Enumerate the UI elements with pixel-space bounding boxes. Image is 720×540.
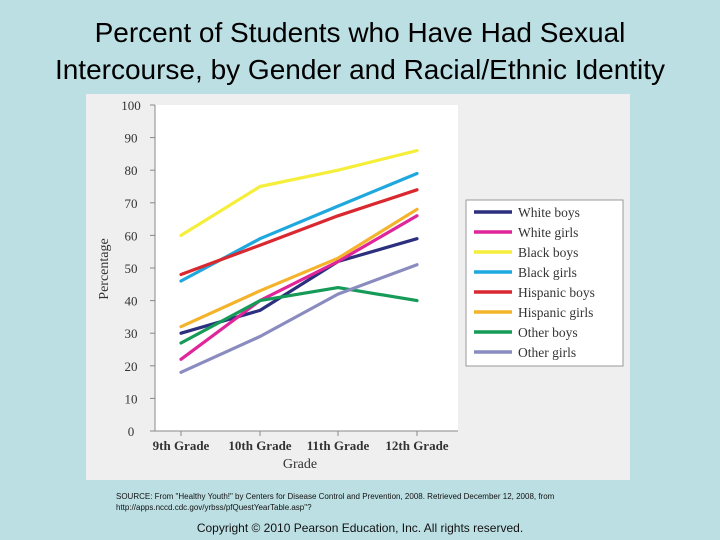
y-tick-label: 20 <box>125 359 138 374</box>
y-tick-label: 30 <box>125 326 138 341</box>
series-line-black-boys <box>179 148 419 237</box>
x-tick-label: 10th Grade <box>228 438 291 453</box>
line-chart: 0 10 20 30 40 50 60 70 80 90 100 9th Grade 10th Gra… <box>97 98 624 472</box>
y-tick-label: 0 <box>128 424 135 439</box>
legend-label-white-boys: White boys <box>518 205 580 220</box>
slide-title-line-2: Intercourse, by Gender and Racial/Ethnic… <box>54 54 666 85</box>
legend-label-hispanic-boys: Hispanic boys <box>518 285 595 300</box>
copyright-notice: Copyright © 2010 Pearson Education, Inc.… <box>196 521 524 535</box>
y-tick-label: 50 <box>125 261 138 276</box>
y-tick-label: 80 <box>125 163 138 178</box>
series-line-hispanic-girls <box>179 207 419 329</box>
slide-title-line-1: Percent of Students who Have Had Sexual <box>94 17 626 48</box>
source-line-1: SOURCE: From "Healthy Youth!" by Centers… <box>116 492 555 501</box>
x-axis-label: Grade <box>283 457 317 472</box>
legend-label-black-boys: Black boys <box>518 245 578 260</box>
series-line-other-girls <box>179 263 419 374</box>
chart-panel: 0 10 20 30 40 50 60 70 80 90 100 9th Grade 10th Gra… <box>86 94 630 480</box>
x-tick-label: 9th Grade <box>153 438 210 453</box>
source-line-2: http://apps.nccd.cdc.gov/yrbss/pfQuestYe… <box>116 503 312 512</box>
y-tick-label: 100 <box>121 98 141 113</box>
slide-title: Percent of Students who Have Had Sexual … <box>0 14 720 88</box>
legend-label-other-boys: Other boys <box>518 325 578 340</box>
legend-label-black-girls: Black girls <box>518 265 577 280</box>
y-tick-label: 60 <box>125 228 138 243</box>
y-tick-label: 70 <box>125 196 138 211</box>
series-line-white-girls <box>179 214 419 361</box>
legend-label-hispanic-girls: Hispanic girls <box>518 305 593 320</box>
y-tick-label: 40 <box>125 294 138 309</box>
series-line-other-boys <box>179 286 419 345</box>
y-tick-label: 10 <box>125 391 138 406</box>
y-tick-label: 90 <box>125 131 138 146</box>
series-line-hispanic-boys <box>179 188 419 277</box>
legend-box <box>465 199 624 367</box>
source-note: SOURCE: From "Healthy Youth!" by Centers… <box>116 491 636 513</box>
x-tick-label: 11th Grade <box>307 438 370 453</box>
legend-label-other-girls: Other girls <box>518 345 576 360</box>
x-tick-label: 12th Grade <box>385 438 448 453</box>
legend-label-white-girls: White girls <box>518 225 578 240</box>
y-axis-label: Percentage <box>97 238 112 299</box>
legend: White boys White girls Black boys Black gir… <box>465 199 624 367</box>
